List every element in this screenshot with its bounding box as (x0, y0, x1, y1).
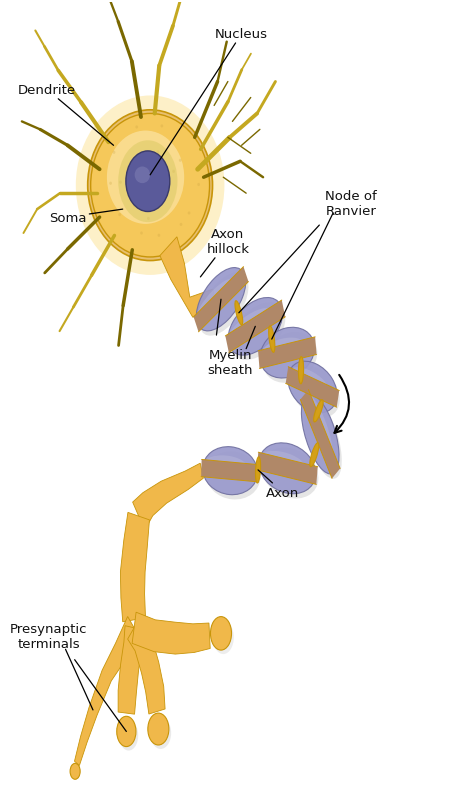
Ellipse shape (70, 764, 80, 780)
Polygon shape (300, 390, 340, 479)
Polygon shape (75, 617, 140, 766)
Polygon shape (193, 267, 248, 332)
Ellipse shape (158, 234, 160, 237)
Ellipse shape (290, 367, 340, 418)
Ellipse shape (269, 326, 275, 353)
Text: Myelin
sheath: Myelin sheath (207, 349, 253, 377)
Ellipse shape (113, 152, 115, 155)
Ellipse shape (179, 160, 182, 163)
Ellipse shape (204, 456, 248, 478)
Ellipse shape (210, 617, 231, 650)
Ellipse shape (288, 362, 337, 413)
Ellipse shape (140, 232, 143, 235)
Ellipse shape (118, 141, 177, 223)
Ellipse shape (196, 268, 246, 331)
Text: Nucleus: Nucleus (150, 28, 268, 176)
Polygon shape (286, 367, 339, 407)
Ellipse shape (255, 457, 261, 484)
Ellipse shape (118, 213, 121, 217)
Ellipse shape (197, 184, 200, 187)
Text: Soma: Soma (49, 210, 123, 225)
Ellipse shape (260, 328, 315, 379)
Ellipse shape (301, 395, 339, 475)
Ellipse shape (76, 96, 224, 276)
Polygon shape (201, 460, 259, 482)
Polygon shape (132, 464, 203, 530)
Ellipse shape (231, 303, 285, 360)
FancyArrowPatch shape (334, 375, 349, 433)
Ellipse shape (310, 444, 319, 467)
Ellipse shape (261, 338, 304, 363)
Text: Node of
Ranvier: Node of Ranvier (325, 189, 377, 217)
Ellipse shape (119, 720, 138, 751)
Ellipse shape (107, 132, 184, 225)
Ellipse shape (289, 368, 328, 395)
Ellipse shape (119, 181, 122, 184)
Text: Presynaptic
terminals: Presynaptic terminals (10, 622, 88, 650)
Polygon shape (132, 613, 210, 654)
Ellipse shape (150, 717, 171, 749)
Ellipse shape (172, 171, 175, 174)
Ellipse shape (160, 125, 163, 128)
Ellipse shape (188, 212, 191, 215)
Polygon shape (258, 338, 316, 369)
Ellipse shape (91, 114, 210, 257)
Ellipse shape (228, 298, 282, 356)
Ellipse shape (259, 444, 315, 494)
Ellipse shape (157, 151, 159, 154)
Ellipse shape (130, 162, 132, 165)
Ellipse shape (298, 357, 304, 384)
Polygon shape (118, 626, 143, 715)
Polygon shape (128, 617, 165, 714)
Ellipse shape (109, 182, 112, 185)
Ellipse shape (307, 395, 333, 456)
Ellipse shape (199, 273, 248, 336)
Polygon shape (121, 512, 149, 622)
Text: Axon
hillock: Axon hillock (201, 228, 249, 277)
Ellipse shape (235, 302, 243, 326)
Ellipse shape (304, 399, 342, 479)
Ellipse shape (168, 183, 171, 186)
Ellipse shape (261, 452, 306, 476)
Ellipse shape (228, 309, 272, 343)
Polygon shape (257, 452, 318, 484)
Ellipse shape (213, 621, 234, 654)
Ellipse shape (148, 713, 169, 745)
Ellipse shape (180, 224, 183, 227)
Text: Dendrite: Dendrite (18, 84, 114, 146)
Ellipse shape (197, 279, 235, 322)
Ellipse shape (158, 181, 160, 184)
Text: Axon: Axon (258, 470, 299, 499)
Ellipse shape (147, 192, 149, 196)
Ellipse shape (263, 333, 317, 383)
Ellipse shape (147, 217, 150, 221)
Ellipse shape (149, 169, 151, 172)
Ellipse shape (117, 716, 136, 747)
Ellipse shape (133, 205, 136, 208)
Ellipse shape (135, 168, 150, 184)
Ellipse shape (262, 448, 318, 499)
Ellipse shape (135, 126, 138, 129)
Polygon shape (160, 237, 215, 318)
Ellipse shape (205, 452, 260, 500)
Ellipse shape (88, 111, 212, 261)
Ellipse shape (314, 400, 323, 423)
Ellipse shape (126, 152, 170, 213)
Polygon shape (225, 301, 285, 353)
Ellipse shape (154, 157, 157, 160)
Ellipse shape (203, 447, 258, 495)
